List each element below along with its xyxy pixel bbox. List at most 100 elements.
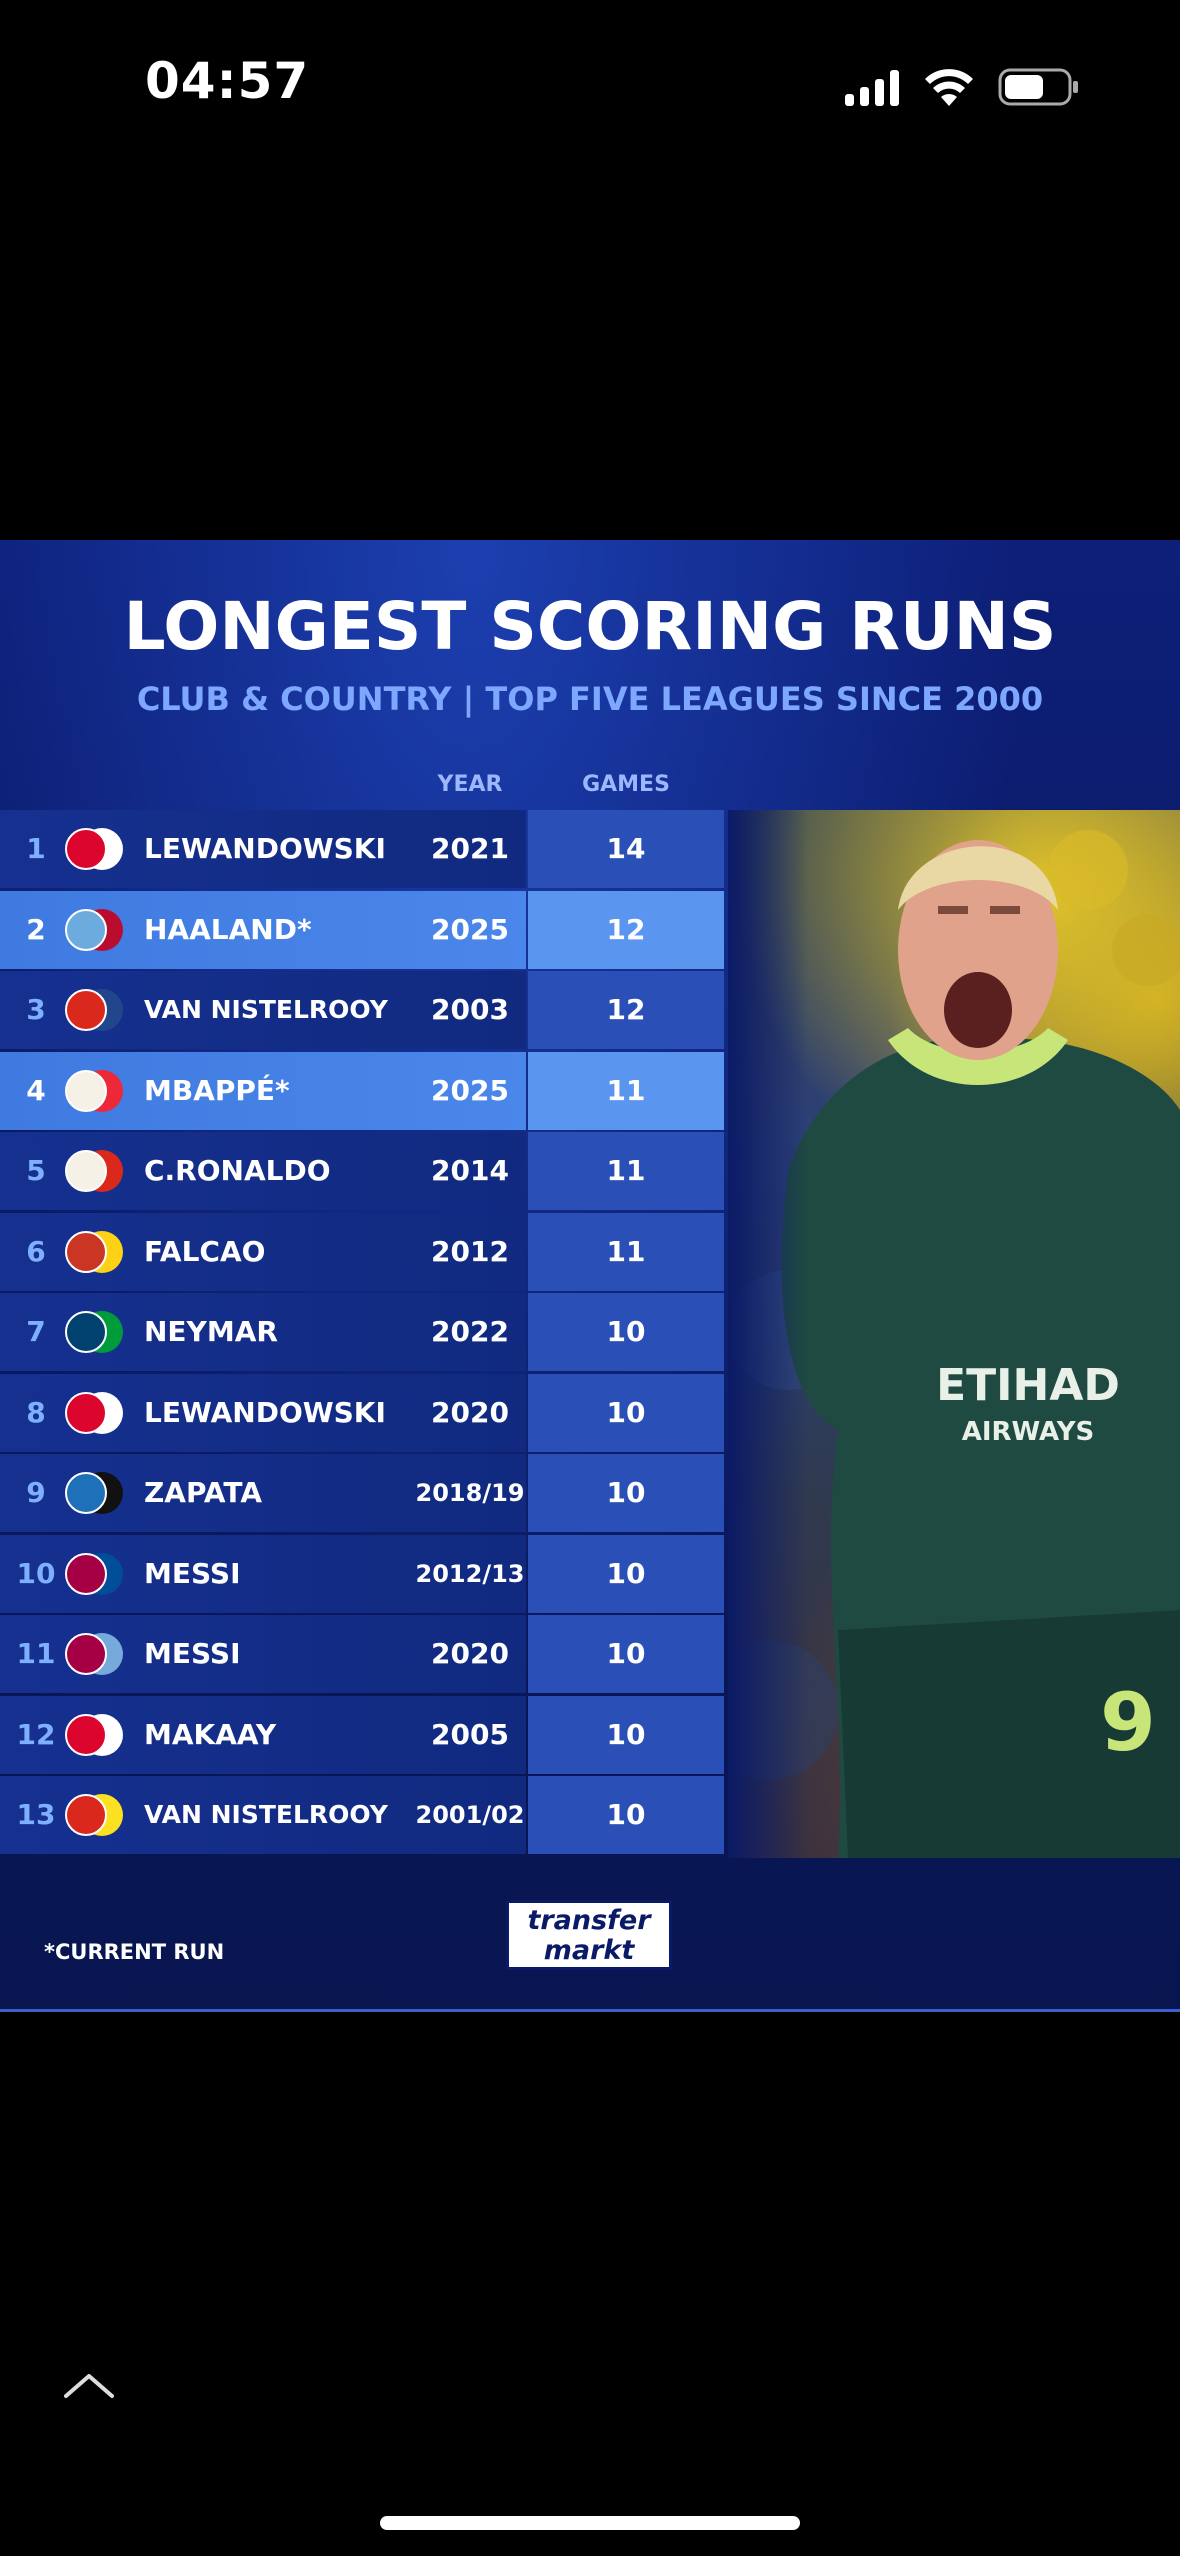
games-cell xyxy=(528,1454,724,1532)
games-cell xyxy=(528,1776,724,1854)
scoring-runs-infographic[interactable]: LONGEST SCORING RUNS CLUB & COUNTRY | TO… xyxy=(0,540,1180,2012)
table-row: 13 VAN NISTELROOY 2001/02 10 xyxy=(0,1776,724,1854)
run-year: 2021 xyxy=(431,832,509,865)
player-name: ZAPATA xyxy=(144,1476,263,1509)
run-year: 2018/19 xyxy=(415,1479,525,1507)
row-rank: 10 xyxy=(16,1557,56,1590)
club-badge-icon xyxy=(65,1633,123,1675)
run-year: 2020 xyxy=(431,1396,509,1429)
games-cell xyxy=(528,891,724,969)
chevron-up-icon[interactable] xyxy=(62,2370,116,2400)
games-count: 10 xyxy=(606,1396,646,1429)
signal-bars-icon xyxy=(845,70,899,106)
club-badge-icon xyxy=(65,1150,123,1192)
year-column-header: YEAR xyxy=(437,772,503,797)
row-rank: 7 xyxy=(26,1315,46,1348)
run-year: 2025 xyxy=(431,913,509,946)
table-row: 3 VAN NISTELROOY 2003 12 xyxy=(0,971,724,1049)
games-count: 10 xyxy=(606,1637,646,1670)
games-count: 11 xyxy=(606,1074,646,1107)
player-name: HAALAND* xyxy=(144,913,312,946)
club-badge-icon xyxy=(65,1070,123,1112)
row-rank: 4 xyxy=(26,1074,46,1107)
table-row: 8 LEWANDOWSKI 2020 10 xyxy=(0,1374,724,1452)
games-count: 11 xyxy=(606,1154,646,1187)
footnote: *CURRENT RUN xyxy=(44,1940,225,1964)
table-row: 12 MAKAAY 2005 10 xyxy=(0,1696,724,1774)
games-cell xyxy=(528,971,724,1049)
battery-icon xyxy=(998,68,1078,106)
games-count: 11 xyxy=(606,1235,646,1268)
run-year: 2001/02 xyxy=(415,1801,525,1829)
row-rank: 12 xyxy=(16,1718,56,1751)
club-badge-icon xyxy=(65,1231,123,1273)
player-name: C.RONALDO xyxy=(144,1154,331,1187)
games-column-header: GAMES xyxy=(582,772,670,797)
games-count: 12 xyxy=(606,993,646,1026)
club-badge-icon xyxy=(65,1311,123,1353)
row-rank: 2 xyxy=(26,913,46,946)
player-name: VAN NISTELROOY xyxy=(144,995,388,1024)
player-name: FALCAO xyxy=(144,1235,266,1268)
table-row: 9 ZAPATA 2018/19 10 xyxy=(0,1454,724,1532)
games-cell xyxy=(528,1052,724,1130)
games-count: 14 xyxy=(606,832,646,865)
row-rank: 5 xyxy=(26,1154,46,1187)
games-cell xyxy=(528,1696,724,1774)
games-cell xyxy=(528,1132,724,1210)
games-count: 10 xyxy=(606,1476,646,1509)
run-year: 2025 xyxy=(431,1074,509,1107)
infographic-title: LONGEST SCORING RUNS xyxy=(123,588,1057,665)
photo-fade xyxy=(728,810,808,1858)
games-cell xyxy=(528,1374,724,1452)
row-rank: 13 xyxy=(16,1798,56,1831)
club-badge-icon xyxy=(65,1392,123,1434)
status-bar: 04:57 xyxy=(0,0,1180,160)
table-row: 11 MESSI 2020 10 xyxy=(0,1615,724,1693)
player-name: MESSI xyxy=(144,1637,241,1670)
table-row: 2 HAALAND* 2025 12 xyxy=(0,891,724,969)
games-count: 10 xyxy=(606,1315,646,1348)
player-name: MAKAAY xyxy=(144,1718,277,1751)
games-cell xyxy=(528,1535,724,1613)
club-badge-icon xyxy=(65,1794,123,1836)
row-rank: 6 xyxy=(26,1235,46,1268)
games-cell xyxy=(528,1615,724,1693)
club-badge-icon xyxy=(65,1472,123,1514)
shorts-number: 9 xyxy=(1100,1676,1156,1769)
row-rank: 3 xyxy=(26,993,46,1026)
games-count: 10 xyxy=(606,1798,646,1831)
games-cell xyxy=(528,1293,724,1371)
player-name: NEYMAR xyxy=(144,1315,278,1348)
club-badge-icon xyxy=(65,989,123,1031)
row-rank: 1 xyxy=(26,832,46,865)
table-row: 7 NEYMAR 2022 10 xyxy=(0,1293,724,1371)
club-badge-icon xyxy=(65,828,123,870)
table-row: 5 C.RONALDO 2014 11 xyxy=(0,1132,724,1210)
run-year: 2020 xyxy=(431,1637,509,1670)
shirt-sponsor: ETIHAD xyxy=(936,1360,1120,1411)
club-badge-icon xyxy=(65,1714,123,1756)
home-indicator[interactable] xyxy=(380,2516,800,2530)
player-name: LEWANDOWSKI xyxy=(144,832,386,865)
games-cell xyxy=(528,810,724,888)
club-badge-icon xyxy=(65,909,123,951)
run-year: 2012 xyxy=(431,1235,509,1268)
games-count: 10 xyxy=(606,1557,646,1590)
table-row: 1 LEWANDOWSKI 2021 14 xyxy=(0,810,724,888)
infographic-subtitle: CLUB & COUNTRY | TOP FIVE LEAGUES SINCE … xyxy=(136,680,1044,718)
games-count: 10 xyxy=(606,1718,646,1751)
player-name: MESSI xyxy=(144,1557,241,1590)
run-year: 2022 xyxy=(431,1315,509,1348)
player-name: MBAPPÉ* xyxy=(144,1074,290,1107)
run-year: 2014 xyxy=(431,1154,509,1187)
run-year: 2005 xyxy=(431,1718,509,1751)
logo-line-1: transfer xyxy=(527,1905,651,1936)
status-time: 04:57 xyxy=(145,52,310,110)
run-year: 2003 xyxy=(431,993,509,1026)
transfermarkt-logo: transfer markt xyxy=(506,1900,672,1970)
games-count: 12 xyxy=(606,913,646,946)
games-cell xyxy=(528,1213,724,1291)
table-row: 10 MESSI 2012/13 10 xyxy=(0,1535,724,1613)
row-rank: 11 xyxy=(16,1637,56,1670)
